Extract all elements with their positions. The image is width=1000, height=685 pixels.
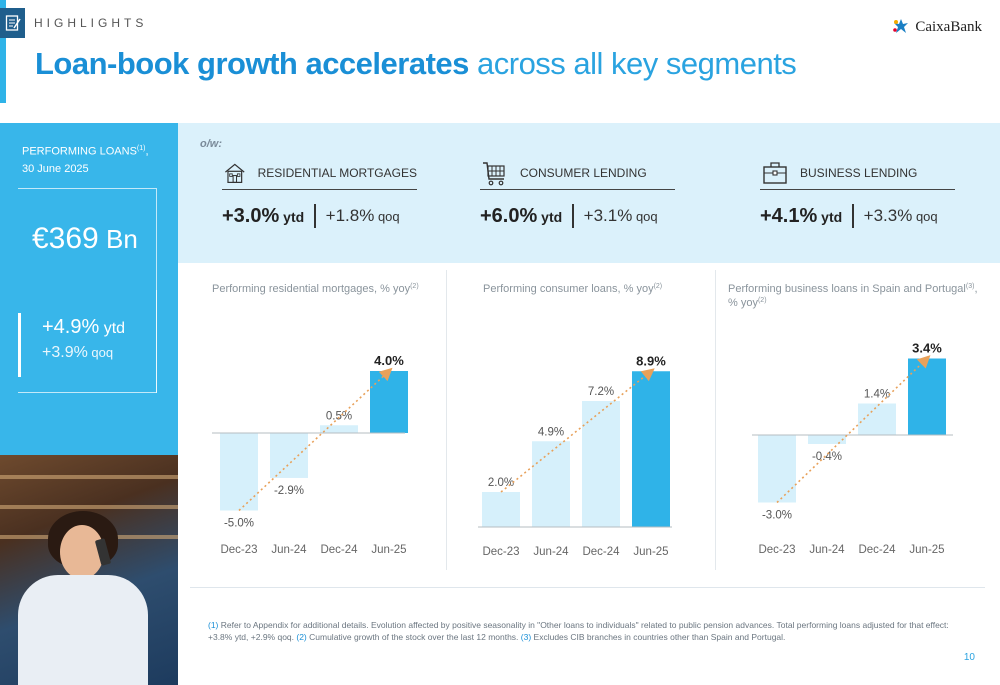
photo-shirt (18, 575, 148, 685)
chart-separator (715, 270, 716, 570)
segment-qoq: +3.3% qoq (864, 206, 938, 226)
page-title: Loan-book growth accelerates across all … (35, 46, 797, 82)
total-qoq: +3.9% qoq (42, 344, 113, 362)
chart-separator (446, 270, 447, 570)
segment-values: +6.0% ytd +3.1% qoq (480, 204, 675, 228)
title-bold: Loan-book growth accelerates (35, 46, 469, 81)
pl-label-date: 30 June 2025 (22, 162, 89, 175)
photo-shelf (0, 475, 178, 479)
segment-qoq-suffix: qoq (632, 209, 658, 224)
segment-qoq-suffix: qoq (374, 209, 400, 224)
highlights-notepad-icon (0, 8, 25, 38)
caixabank-star-icon (893, 19, 909, 33)
segment-values: +3.0% ytd +1.8% qoq (222, 204, 417, 228)
section-label: HIGHLIGHTS (34, 16, 148, 30)
growth-box (18, 290, 157, 393)
charts-area (190, 263, 985, 588)
ofw-label: o/w: (200, 138, 222, 150)
title-light: across all key segments (468, 46, 797, 81)
accent-bar (0, 0, 6, 103)
footnote-number: (2) (296, 632, 307, 642)
segment-divider (852, 204, 854, 228)
footnote: (1) Refer to Appendix for additional det… (208, 619, 968, 643)
total-value: €369 (32, 222, 99, 255)
segment-values: +4.1% ytd +3.3% qoq (760, 204, 955, 228)
segments-band (178, 123, 1000, 263)
total-ytd-value: +4.9% (42, 316, 100, 338)
footnote-text: Excludes CIB branches in countries other… (531, 632, 786, 642)
segment-qoq-value: +1.8% (325, 206, 375, 225)
total-unit: Bn (98, 224, 138, 254)
performing-loans-label: PERFORMING LOANS(1), 30 June 2025 (22, 145, 149, 175)
briefcase-icon (763, 161, 787, 184)
house-icon (225, 163, 245, 183)
segment-divider (314, 204, 316, 228)
segment-qoq: +3.1% qoq (584, 206, 658, 226)
total-ytd-suffix: ytd (99, 320, 126, 337)
segment-consumer-lending: CONSUMER LENDING +6.0% ytd +3.1% qoq (480, 156, 675, 228)
segment-title: RESIDENTIAL MORTGAGES (257, 165, 417, 180)
caixabank-logo: CaixaBank (891, 18, 982, 36)
segment-title: BUSINESS LENDING (800, 165, 918, 180)
segment-ytd-suffix: ytd (279, 208, 305, 225)
total-qoq-value: +3.9% (42, 344, 88, 361)
segment-business-lending: BUSINESS LENDING +4.1% ytd +3.3% qoq (760, 156, 955, 228)
growth-divider (18, 313, 21, 377)
segment-ytd-value: +4.1% (760, 204, 818, 227)
segment-qoq-suffix: qoq (912, 209, 938, 224)
segment-ytd: +3.0% ytd (222, 205, 304, 228)
segment-header: BUSINESS LENDING (760, 156, 955, 190)
page-number: 10 (963, 652, 975, 663)
total-ytd: +4.9% ytd (42, 316, 125, 339)
footnote-number: (1) (208, 620, 219, 630)
segment-qoq: +1.8% qoq (326, 206, 400, 226)
logo-text: CaixaBank (915, 18, 982, 35)
segment-ytd-value: +6.0% (480, 204, 538, 227)
shopping-cart-icon (483, 161, 505, 185)
segment-title: CONSUMER LENDING (520, 165, 647, 180)
segment-qoq-value: +3.1% (583, 206, 633, 225)
footnote-number: (3) (520, 632, 532, 642)
segment-ytd-suffix: ytd (537, 208, 563, 225)
pl-label-sup: (1) (136, 145, 146, 152)
woman-on-phone-photo (0, 455, 178, 685)
segment-ytd: +4.1% ytd (760, 205, 842, 228)
segment-header: CONSUMER LENDING (480, 156, 675, 190)
total-performing-loans: €369 Bn (32, 222, 138, 256)
footnote-text: Refer to Appendix for additional details… (208, 620, 949, 642)
segment-ytd: +6.0% ytd (480, 205, 562, 228)
segment-divider (572, 204, 574, 228)
photo-shelf (0, 505, 178, 509)
footnote-text: Cumulative growth of the stock over the … (306, 632, 521, 642)
segment-ytd-value: +3.0% (222, 204, 280, 227)
segment-residential-mortgages: RESIDENTIAL MORTGAGES +3.0% ytd +1.8% qo… (222, 156, 417, 228)
total-qoq-suffix: qoq (87, 345, 114, 360)
segment-qoq-value: +3.3% (863, 206, 913, 225)
segment-ytd-suffix: ytd (817, 208, 843, 225)
photo-face (60, 525, 104, 579)
pl-label-main: PERFORMING LOANS (22, 145, 137, 158)
segment-header: RESIDENTIAL MORTGAGES (222, 156, 417, 190)
